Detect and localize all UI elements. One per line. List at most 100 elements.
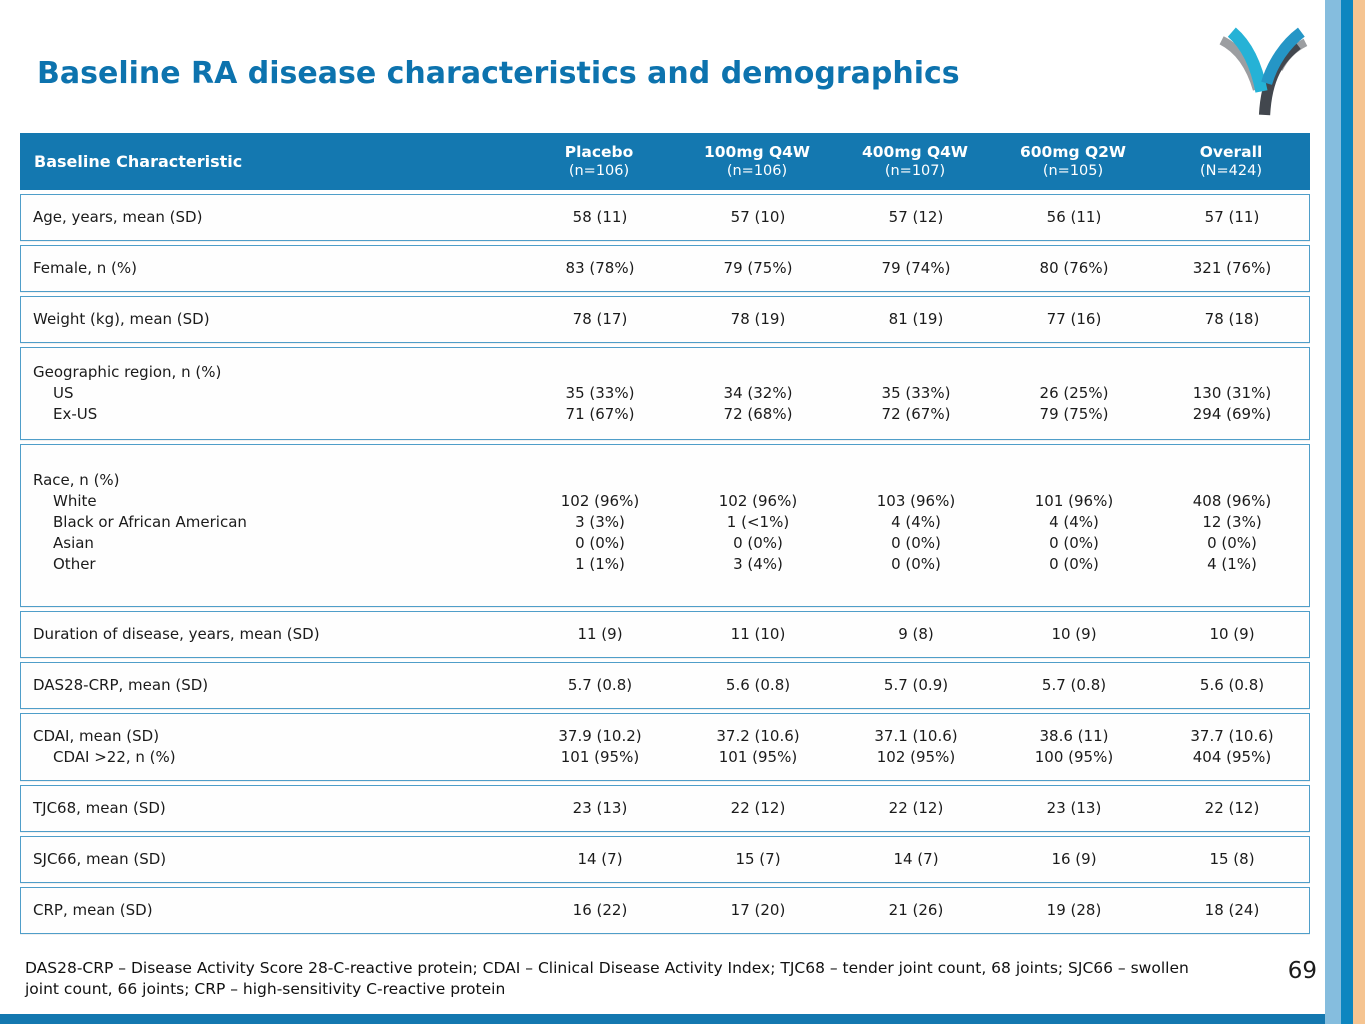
cell-value: 37.9 (10.2): [558, 727, 642, 745]
table-row: CRP, mean (SD) 16 (22) 17 (20) 21 (26) 19 (2…: [20, 887, 1310, 934]
cell-value: 22 (12): [888, 799, 944, 817]
cell-value: 83 (78%): [565, 259, 635, 277]
cell-value: 35 (33%): [565, 384, 635, 402]
cell-value: 79 (75%): [723, 259, 793, 277]
cell-value: 0 (0%): [891, 534, 941, 552]
cell-value: 101 (96%): [1034, 492, 1114, 510]
cell-value: 37.1 (10.6): [874, 727, 958, 745]
cell-value: 37.7 (10.6): [1190, 727, 1274, 745]
slide-title: Baseline RA disease characteristics and …: [37, 56, 960, 91]
column-header-n: (N=424): [1200, 162, 1262, 179]
cell-value: 1 (1%): [575, 555, 625, 573]
cell-value: 57 (11): [1204, 208, 1260, 226]
cell-value: 14 (7): [893, 850, 939, 868]
column-header: 400mg Q4W (n=107): [836, 143, 994, 181]
table-row: Duration of disease, years, mean (SD) 11 …: [20, 611, 1310, 658]
cell-value: [837, 362, 995, 383]
column-header: Placebo (n=106): [520, 143, 678, 181]
cell-value: 78 (19): [730, 310, 786, 328]
row-label: Weight (kg), mean (SD): [33, 310, 210, 328]
cell-value: 0 (0%): [575, 534, 625, 552]
cell-value: 5.7 (0.9): [883, 676, 949, 694]
cell-value: 11 (9): [577, 625, 623, 643]
cell-value: 56 (11): [1046, 208, 1102, 226]
table-row: DAS28-CRP, mean (SD) 5.7 (0.8) 5.6 (0.8) 5.…: [20, 662, 1310, 709]
cell-value: 12 (3%): [1202, 513, 1262, 531]
cell-value: 4 (4%): [891, 513, 941, 531]
footnote: DAS28-CRP – Disease Activity Score 28-C-…: [25, 959, 1189, 998]
row-label: SJC66, mean (SD): [33, 850, 167, 868]
cell-value: 35 (33%): [881, 384, 951, 402]
cell-value: 404 (95%): [1192, 748, 1272, 766]
cell-value: 5.7 (0.8): [1041, 676, 1107, 694]
cell-value: 38.6 (11): [1039, 727, 1109, 745]
table-row: Race, n (%) White 102 (96%) 102 (96%) 103 (9…: [20, 444, 1310, 607]
table-row: Weight (kg), mean (SD) 78 (17) 78 (19) 81 (…: [20, 296, 1310, 343]
row-label: White: [53, 492, 97, 510]
cell-value: 321 (76%): [1192, 259, 1272, 277]
cell-value: 5.6 (0.8): [1199, 676, 1265, 694]
cell-value: 79 (75%): [1039, 405, 1109, 423]
cell-value: 5.7 (0.8): [567, 676, 633, 694]
column-header-name: Overall: [1199, 142, 1263, 161]
cell-value: [521, 470, 679, 491]
cell-value: 16 (22): [572, 901, 628, 919]
cell-value: 10 (9): [1209, 625, 1255, 643]
cell-value: 80 (76%): [1039, 259, 1109, 277]
cell-value: 102 (96%): [560, 492, 640, 510]
characteristic-column-header: Baseline Characteristic: [34, 152, 243, 171]
cell-value: [1153, 470, 1311, 491]
cell-value: 57 (12): [888, 208, 944, 226]
cell-value: 0 (0%): [733, 534, 783, 552]
column-header-name: 400mg Q4W: [861, 142, 969, 161]
cell-value: 26 (25%): [1039, 384, 1109, 402]
table-row: TJC68, mean (SD) 23 (13) 22 (12) 22 (12) 23 …: [20, 785, 1310, 832]
row-label: Ex-US: [53, 405, 98, 423]
cell-value: 21 (26): [888, 901, 944, 919]
cell-value: 102 (95%): [876, 748, 956, 766]
logo-icon: [1210, 26, 1315, 118]
cell-value: 1 (<1%): [726, 513, 790, 531]
side-stripe-dark-blue: [1341, 0, 1353, 1024]
column-header-n: (n=106): [568, 162, 630, 179]
bottom-bar: [0, 1014, 1325, 1024]
row-label: Race, n (%): [33, 471, 120, 489]
column-header: 100mg Q4W (n=106): [678, 143, 836, 181]
cell-value: 0 (0%): [1049, 555, 1099, 573]
table-row: SJC66, mean (SD) 14 (7) 15 (7) 14 (7) 16 (9)…: [20, 836, 1310, 883]
cell-value: 101 (95%): [718, 748, 798, 766]
cell-value: 78 (17): [572, 310, 628, 328]
cell-value: 101 (95%): [560, 748, 640, 766]
cell-value: 22 (12): [1204, 799, 1260, 817]
side-stripe-light-blue: [1325, 0, 1341, 1024]
cell-value: 11 (10): [730, 625, 786, 643]
cell-value: 0 (0%): [1207, 534, 1257, 552]
cell-value: 14 (7): [577, 850, 623, 868]
side-stripe-peach: [1353, 0, 1365, 1024]
cell-value: 72 (67%): [881, 405, 951, 423]
cell-value: 57 (10): [730, 208, 786, 226]
cell-value: 19 (28): [1046, 901, 1102, 919]
cell-value: [995, 362, 1153, 383]
cell-value: [679, 362, 837, 383]
cell-value: 78 (18): [1204, 310, 1260, 328]
cell-value: 23 (13): [1046, 799, 1102, 817]
cell-value: 3 (3%): [575, 513, 625, 531]
cell-value: [995, 470, 1153, 491]
cell-value: [837, 470, 995, 491]
row-label: DAS28-CRP, mean (SD): [33, 676, 209, 694]
table-row: Female, n (%) 83 (78%) 79 (75%) 79 (74%) 80 …: [20, 245, 1310, 292]
cell-value: 4 (1%): [1207, 555, 1257, 573]
cell-value: 0 (0%): [1049, 534, 1099, 552]
row-label: Duration of disease, years, mean (SD): [33, 625, 320, 643]
column-header-name: 600mg Q2W: [1019, 142, 1127, 161]
row-label: CRP, mean (SD): [33, 901, 153, 919]
page-number: 69: [1287, 958, 1317, 984]
column-header-n: (n=107): [884, 162, 946, 179]
cell-value: 5.6 (0.8): [725, 676, 791, 694]
row-label: Female, n (%): [33, 259, 138, 277]
cell-value: 17 (20): [730, 901, 786, 919]
cell-value: 408 (96%): [1192, 492, 1272, 510]
cell-value: 0 (0%): [891, 555, 941, 573]
cell-value: 100 (95%): [1034, 748, 1114, 766]
